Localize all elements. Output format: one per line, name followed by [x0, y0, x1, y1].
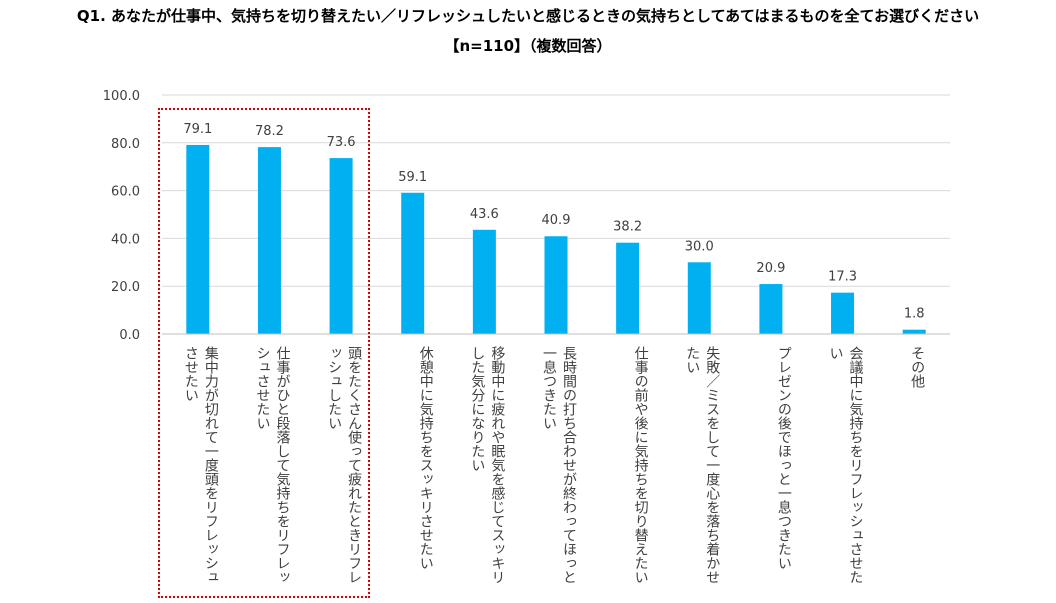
data-label: 43.6	[470, 207, 499, 222]
data-label: 20.9	[756, 261, 785, 276]
bar	[257, 147, 281, 334]
bar	[472, 229, 496, 334]
bar	[401, 192, 425, 334]
category-label: 長時間の打ち合わせが終わってほっと一息つきたい	[541, 346, 577, 584]
bar	[831, 292, 855, 334]
bar	[186, 144, 210, 334]
y-tick-label: 80.0	[111, 137, 140, 152]
category-label: 会議中に気持ちをリフレッシュさせたい	[827, 346, 864, 584]
y-tick-label: 60.0	[111, 185, 140, 200]
category-label: 仕事の前や後に気持ちを切り替えたい	[632, 346, 649, 584]
highlight-box	[158, 108, 370, 598]
category-label: 仕事がひと段落して気持ちをリフレッシュさせたい	[254, 346, 291, 584]
bar	[902, 329, 926, 334]
category-label: その他	[909, 346, 926, 388]
data-label: 78.2	[255, 124, 284, 139]
y-tick-label: 0.0	[119, 328, 140, 343]
bar	[329, 158, 353, 334]
category-label: 頭をたくさん使って疲れたときリフレッシュしたい	[326, 346, 363, 584]
data-label: 79.1	[183, 122, 212, 137]
category-label: 休憩中に気持ちをスッキリさせたい	[417, 346, 434, 570]
bar	[687, 262, 711, 334]
bar	[616, 242, 640, 334]
data-label: 1.8	[904, 307, 925, 322]
data-label: 17.3	[828, 270, 857, 285]
data-label: 59.1	[398, 170, 427, 185]
data-label: 30.0	[685, 239, 714, 254]
category-label: プレゼンの後でほっと一息つきたい	[775, 346, 792, 570]
chart-subtitle: 【n=110】（複数回答）	[444, 37, 612, 55]
chart-title: Q1. あなたが仕事中、気持ちを切り替えたい／リフレッシュしたいと感じるときの気…	[76, 7, 980, 25]
y-tick-label: 20.0	[111, 280, 140, 295]
category-label: 失敗／ミスをして一度心を落ち着かせたい	[684, 346, 721, 584]
bar	[544, 236, 568, 334]
data-label: 38.2	[613, 220, 642, 235]
data-label: 73.6	[327, 135, 356, 150]
category-label: 移動中に疲れや眠気を感じてスッキリした気分になりたい	[469, 346, 506, 584]
data-label: 40.9	[542, 213, 571, 228]
category-label: 集中力が切れて一度頭をリフレッシュさせたい	[182, 346, 219, 584]
y-tick-label: 100.0	[103, 89, 140, 104]
y-tick-label: 40.0	[111, 232, 140, 247]
bar	[759, 284, 783, 334]
